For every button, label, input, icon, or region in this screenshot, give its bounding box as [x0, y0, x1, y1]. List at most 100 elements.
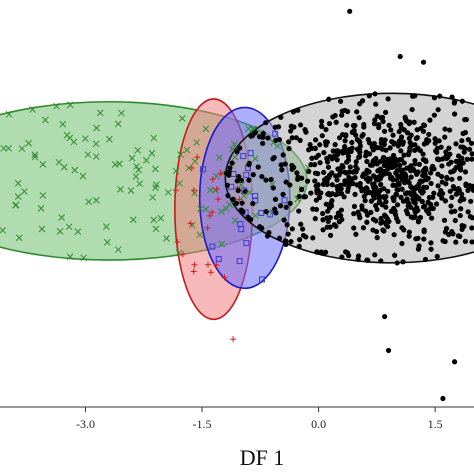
group-4-point	[263, 208, 269, 215]
group-4-point	[273, 137, 279, 144]
group-4-point	[406, 233, 412, 239]
group-4-point	[229, 160, 235, 166]
group-4-point	[352, 191, 358, 197]
group-4-point	[398, 148, 404, 154]
group-4-point	[346, 252, 352, 259]
group-4-point	[371, 184, 377, 191]
group-1-point	[0, 144, 8, 152]
group-4-point	[353, 132, 359, 138]
group-4-point	[334, 151, 341, 158]
group-4-point	[392, 212, 399, 218]
group-4-point	[460, 130, 466, 137]
group-4-point	[282, 238, 288, 244]
group-4-point	[463, 183, 469, 189]
group-4-point	[337, 166, 343, 172]
group-1-point	[66, 253, 74, 261]
group-4-point	[423, 184, 430, 190]
group-4-point	[376, 196, 382, 202]
group-4-point	[424, 140, 430, 146]
group-1-point	[176, 179, 183, 187]
group-4-point	[381, 212, 388, 218]
group-4-point	[285, 231, 291, 237]
group-4-point	[383, 199, 389, 205]
group-4-point	[351, 203, 358, 209]
group-4-point	[385, 96, 391, 102]
group-4-point	[452, 111, 458, 117]
group-4-point	[404, 211, 411, 217]
group-4-point	[448, 169, 454, 175]
group-4-point	[324, 224, 330, 230]
group-1-point	[96, 109, 104, 117]
group-4-point	[394, 260, 400, 266]
group-4-point	[400, 259, 406, 265]
group-4-point	[373, 101, 379, 107]
group-4-point	[435, 183, 441, 189]
group-4-point	[313, 183, 319, 189]
group-2-point	[209, 209, 216, 216]
x-tick-label: -3.0	[76, 417, 95, 431]
group-4-point	[373, 218, 379, 224]
group-4-point	[271, 154, 277, 161]
group-4-point	[421, 236, 427, 242]
group-1-point	[58, 214, 65, 221]
group-4-point	[429, 215, 435, 221]
group-4-point	[394, 187, 400, 193]
group-2-point	[174, 239, 181, 246]
group-4-point	[226, 172, 232, 178]
group-4-point	[248, 217, 254, 223]
group-4-point	[395, 172, 401, 179]
group-4-point	[412, 200, 418, 206]
group-4-point	[338, 212, 344, 219]
group-1-point	[42, 116, 49, 124]
group-4-point	[299, 186, 305, 192]
group-4-point	[320, 250, 327, 257]
group-4-point	[447, 188, 453, 194]
group-4-point	[314, 190, 320, 196]
group-4-point	[431, 95, 438, 101]
x-tick-label: 0.0	[311, 417, 326, 431]
group-1-point	[152, 184, 159, 192]
group-3-point	[240, 153, 247, 160]
group-4-point	[461, 196, 467, 202]
group-4-point	[437, 93, 443, 99]
group-4-point	[265, 135, 271, 141]
group-4-point	[388, 208, 394, 214]
group-4-point	[354, 109, 360, 115]
group-4-point	[295, 107, 301, 113]
group-1-point	[129, 216, 137, 224]
group-2-point	[209, 176, 216, 183]
group-4-point	[465, 137, 471, 143]
group-4-point	[448, 159, 454, 165]
group-4-point	[306, 147, 312, 153]
group-4-point	[344, 122, 350, 128]
group-4-point	[453, 141, 459, 147]
group-4-point	[371, 173, 377, 179]
group-4-point	[327, 214, 333, 221]
group-4-point	[360, 98, 366, 104]
group-4-point	[457, 175, 463, 181]
group-4-point	[459, 98, 465, 104]
group-4-point	[289, 226, 295, 232]
group-4-point	[328, 200, 334, 206]
group-4-point	[307, 141, 313, 148]
group-1-point	[92, 153, 100, 160]
group-4-point	[465, 187, 471, 194]
group-4-point	[318, 190, 324, 196]
group-4-point	[378, 181, 384, 188]
group-4-point	[426, 210, 432, 217]
group-4-point	[319, 118, 325, 124]
group-1-point	[178, 115, 186, 122]
group-1-point	[81, 135, 89, 142]
group-4-point	[330, 148, 336, 154]
group-4-point	[415, 246, 422, 252]
group-4-point	[421, 122, 428, 129]
group-1-point	[21, 188, 28, 195]
group-4-point	[236, 174, 242, 180]
group-4-point	[352, 122, 358, 129]
group-4-point	[428, 180, 434, 187]
group-4-point	[339, 112, 345, 118]
group-4-point	[366, 175, 372, 181]
group-4-point	[397, 167, 403, 173]
group-1-point	[228, 145, 236, 153]
